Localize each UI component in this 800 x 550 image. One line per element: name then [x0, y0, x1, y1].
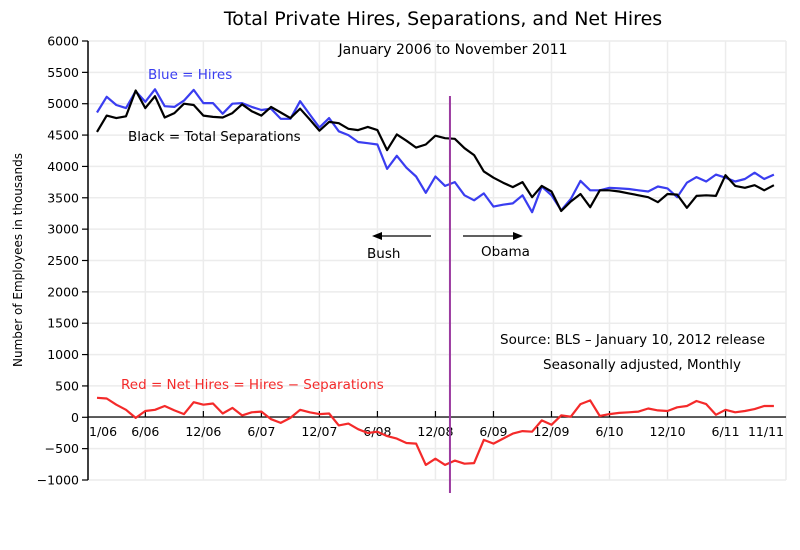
x-tick-label: 12/07 — [301, 424, 337, 439]
y-tick-label: 2000 — [47, 284, 79, 299]
x-tick-label: 6/11 — [712, 424, 740, 439]
y-tick-label: 3500 — [47, 190, 79, 205]
legend-hires: Blue = Hires — [148, 67, 232, 83]
chart-title: Total Private Hires, Separations, and Ne… — [223, 8, 662, 30]
y-tick-label: 0 — [71, 410, 79, 425]
y-tick-label: −1000 — [37, 473, 79, 488]
legend-separations: Black = Total Separations — [128, 129, 301, 145]
y-ticks: 6000550050004500400035003000250020001500… — [37, 34, 88, 488]
obama-arrow-head — [513, 232, 523, 240]
series-group — [96, 88, 775, 466]
y-tick-label: 5000 — [47, 96, 79, 111]
chart-subtitle: January 2006 to November 2011 — [337, 42, 567, 58]
grid — [88, 40, 787, 481]
x-tick-label: 12/10 — [650, 424, 686, 439]
y-tick-label: 5500 — [47, 65, 79, 80]
series-line-total-separations — [96, 89, 775, 213]
y-tick-label: 1500 — [47, 316, 79, 331]
x-tick-label: 1/06 — [89, 424, 117, 439]
series-line-hires — [96, 88, 775, 214]
y-tick-label: 4000 — [47, 159, 79, 174]
bush-label: Bush — [367, 246, 400, 262]
adjustment-note: Seasonally adjusted, Monthly — [543, 357, 741, 373]
x-ticks: 1/06 6/06 12/06 6/07 12/07 6/08 12/08 6/09 12/09… — [89, 411, 784, 439]
y-tick-label: 4500 — [47, 128, 79, 143]
source-note: Source: BLS – January 10, 2012 release — [500, 332, 765, 348]
x-tick-label: 6/07 — [247, 424, 275, 439]
x-tick-label: 6/10 — [595, 424, 623, 439]
y-tick-label: 3000 — [47, 222, 79, 237]
legend-net-hires: Red = Net Hires = Hires − Separations — [121, 377, 384, 393]
x-tick-label: 12/06 — [185, 424, 221, 439]
obama-arrow — [463, 232, 523, 240]
x-tick-label: 6/06 — [131, 424, 159, 439]
y-axis-label: Number of Employees in thousands — [11, 153, 25, 367]
obama-label: Obama — [481, 244, 530, 260]
x-tick-label: 11/11 — [748, 424, 784, 439]
x-tick-label: 6/09 — [479, 424, 507, 439]
series-line-net-hires — [96, 396, 774, 466]
y-tick-label: 500 — [55, 378, 79, 393]
y-tick-label: 2500 — [47, 253, 79, 268]
y-tick-label: 6000 — [47, 34, 79, 49]
x-tick-label: 12/08 — [417, 424, 453, 439]
x-tick-label: 12/09 — [533, 424, 569, 439]
y-tick-label: 1000 — [47, 347, 79, 362]
bush-arrow-head — [372, 232, 382, 240]
bush-arrow — [372, 232, 431, 240]
y-tick-label: −500 — [45, 441, 79, 456]
